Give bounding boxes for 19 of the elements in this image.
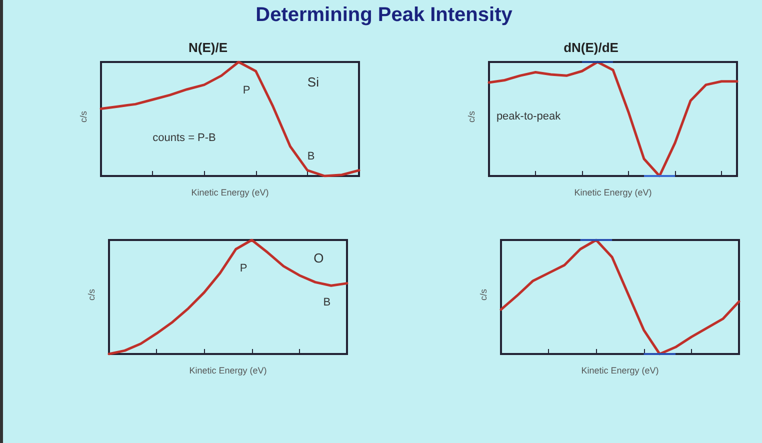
text: Determining Peak Intensity [254, 4, 514, 27]
annotation: Si [307, 74, 320, 90]
annotation: B [307, 150, 315, 162]
chart-title: N(E)/E [188, 40, 228, 55]
annotation: O [314, 250, 324, 266]
y-axis-title: c/s [478, 288, 488, 300]
y-axis-title: c/s [86, 288, 96, 300]
annotation: P [240, 262, 248, 274]
y-axis-title: c/s [78, 110, 88, 122]
x-axis-title: Kinetic Energy (eV) [189, 366, 267, 376]
y-axis-title: c/s [466, 110, 476, 122]
x-axis-title: Kinetic Energy (eV) [581, 366, 659, 376]
x-axis-title: Kinetic Energy (eV) [191, 188, 269, 198]
x-axis-title: Kinetic Energy (eV) [574, 188, 652, 198]
annotation: counts = P-B [152, 132, 216, 144]
annotation: P [242, 84, 250, 96]
chart-title: dN(E)/dE [564, 40, 619, 55]
annotation: B [323, 296, 331, 308]
annotation: peak-to-peak [496, 110, 562, 123]
